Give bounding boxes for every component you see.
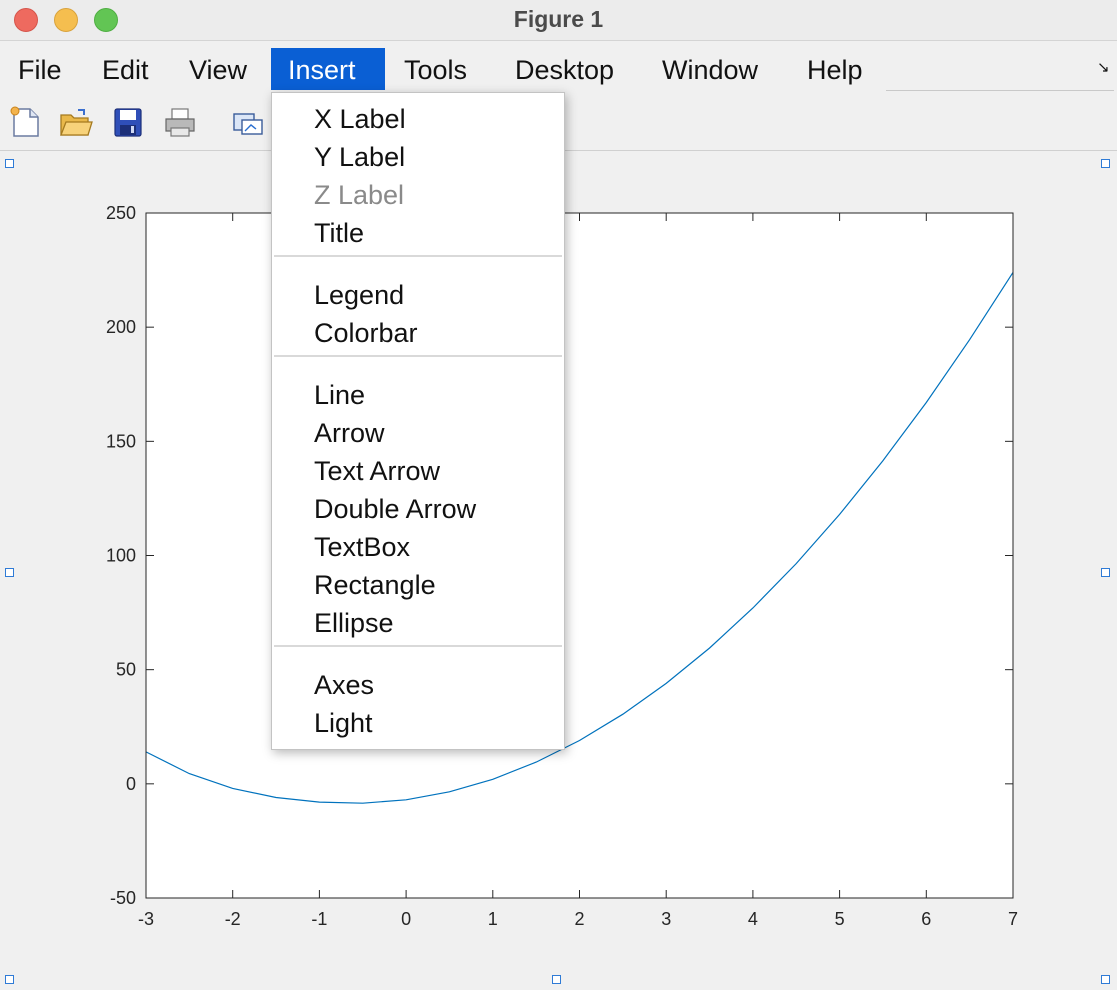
- x-tick-label: -3: [138, 909, 154, 929]
- x-tick-label: -1: [311, 909, 327, 929]
- selection-handle[interactable]: [5, 159, 14, 168]
- x-tick-label: 7: [1008, 909, 1018, 929]
- y-tick-label: 150: [106, 431, 136, 451]
- y-tick-label: 200: [106, 317, 136, 337]
- x-tick-label: 4: [748, 909, 758, 929]
- title-bar: Figure 1: [0, 0, 1117, 41]
- menu-help[interactable]: Help: [807, 55, 863, 85]
- insert-menu-item-axes[interactable]: Axes: [314, 670, 375, 700]
- selection-handle[interactable]: [5, 975, 14, 984]
- insert-menu-item-x-label[interactable]: X Label: [314, 104, 406, 134]
- minimize-window-button[interactable]: [54, 8, 78, 32]
- x-tick-label: -2: [225, 909, 241, 929]
- new-figure-icon[interactable]: [8, 106, 44, 138]
- menu-window[interactable]: Window: [662, 55, 759, 85]
- selection-handle[interactable]: [1101, 975, 1110, 984]
- insert-menu-item-line[interactable]: Line: [314, 380, 366, 410]
- insert-menu-item-arrow[interactable]: Arrow: [314, 418, 385, 448]
- x-tick-label: 5: [835, 909, 845, 929]
- menu-separator: [274, 255, 562, 257]
- selection-handle[interactable]: [5, 568, 14, 577]
- insert-menu-item-y-label[interactable]: Y Label: [314, 142, 406, 172]
- menu-bar: File Edit View Insert Tools Desktop Wind…: [0, 48, 1117, 90]
- selection-handle[interactable]: [1101, 568, 1110, 577]
- y-tick-label: -50: [110, 888, 136, 908]
- data-series-line[interactable]: [145, 272, 1014, 804]
- y-tick-label: 50: [116, 660, 136, 680]
- menubar-divider: [886, 90, 1114, 91]
- menu-edit[interactable]: Edit: [102, 55, 149, 85]
- insert-menu-item-text-arrow[interactable]: Text Arrow: [314, 456, 441, 486]
- x-tick-label: 6: [921, 909, 931, 929]
- y-tick-label: 0: [126, 774, 136, 794]
- menu-separator: [274, 645, 562, 647]
- print-icon[interactable]: [162, 106, 198, 138]
- selection-handle[interactable]: [552, 975, 561, 984]
- menu-desktop[interactable]: Desktop: [515, 55, 615, 85]
- insert-menu-item-ellipse[interactable]: Ellipse: [314, 608, 394, 638]
- x-tick-label: 3: [661, 909, 671, 929]
- selection-handle[interactable]: [1101, 159, 1110, 168]
- menu-tools[interactable]: Tools: [404, 55, 468, 85]
- save-icon[interactable]: [110, 106, 146, 138]
- menu-file[interactable]: File: [18, 55, 62, 85]
- menu-insert[interactable]: Insert: [271, 48, 385, 90]
- open-file-icon[interactable]: [58, 106, 94, 138]
- insert-menu-item-colorbar[interactable]: Colorbar: [314, 318, 418, 348]
- maximize-window-button[interactable]: [94, 8, 118, 32]
- menu-separator: [274, 355, 562, 357]
- x-tick-label: 2: [574, 909, 584, 929]
- y-tick-label: 100: [106, 546, 136, 566]
- insert-menu-item-light[interactable]: Light: [314, 708, 373, 738]
- insert-menu-item-title[interactable]: Title: [314, 218, 365, 248]
- menu-view[interactable]: View: [189, 55, 248, 85]
- insert-menu-item-textbox[interactable]: TextBox: [314, 532, 411, 562]
- x-tick-label: 0: [401, 909, 411, 929]
- close-window-button[interactable]: [14, 8, 38, 32]
- insert-menu-item-z-label: Z Label: [314, 180, 405, 210]
- insert-dropdown-menu: X Label Y Label Z Label Title Legend Colorbar…: [271, 92, 565, 750]
- insert-menu-item-rectangle[interactable]: Rectangle: [314, 570, 436, 600]
- y-tick-label: 250: [106, 203, 136, 223]
- x-tick-label: 1: [488, 909, 498, 929]
- insert-menu-item-legend[interactable]: Legend: [314, 280, 405, 310]
- dock-figure-icon[interactable]: ↘: [1097, 59, 1110, 76]
- insert-menu-item-double-arrow[interactable]: Double Arrow: [314, 494, 477, 524]
- link-plot-icon[interactable]: [230, 106, 266, 138]
- window-title: Figure 1: [513, 6, 604, 32]
